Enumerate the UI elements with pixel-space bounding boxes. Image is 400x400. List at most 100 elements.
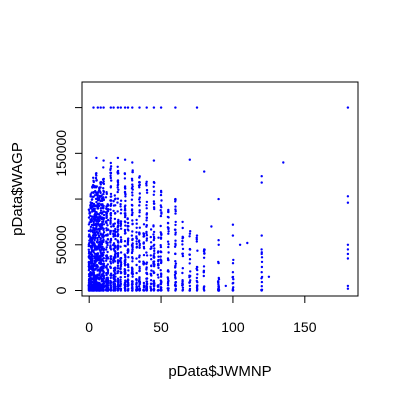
data-point (87, 208, 91, 211)
data-point (130, 198, 134, 201)
data-point (231, 271, 235, 274)
data-point (135, 222, 138, 225)
data-point (102, 166, 105, 169)
data-point (138, 282, 141, 285)
data-point (159, 214, 163, 218)
data-point (152, 233, 155, 236)
data-point (99, 215, 102, 218)
data-point (105, 227, 108, 230)
data-point (131, 191, 134, 194)
data-point (109, 216, 113, 220)
data-point (138, 232, 141, 235)
data-point (126, 106, 130, 109)
data-point (100, 222, 104, 226)
data-point (102, 187, 105, 190)
data-point (113, 233, 117, 236)
data-point (127, 283, 130, 286)
data-point (131, 250, 134, 253)
data-point (99, 244, 102, 248)
data-point (346, 287, 350, 290)
data-point (116, 197, 120, 200)
data-point (153, 284, 156, 287)
data-point (174, 264, 177, 267)
data-point (100, 248, 103, 251)
data-point (166, 215, 170, 219)
data-point (159, 231, 162, 234)
data-point (119, 220, 122, 223)
data-point (138, 289, 141, 292)
data-point (119, 106, 123, 109)
data-point (195, 279, 198, 283)
data-point (109, 284, 112, 287)
data-point (114, 260, 117, 263)
data-point (87, 269, 91, 272)
data-point (149, 272, 152, 275)
data-point (145, 251, 148, 254)
data-point (116, 244, 120, 248)
data-point (109, 106, 113, 109)
data-point (123, 220, 127, 223)
data-point (189, 270, 192, 273)
data-point (166, 240, 170, 243)
data-point (126, 241, 130, 244)
data-point (92, 180, 96, 184)
data-point (145, 285, 148, 288)
data-point (113, 275, 117, 278)
data-point (138, 200, 141, 204)
data-point (120, 238, 123, 241)
y-tick-label: 150000 (53, 130, 69, 177)
data-point (138, 186, 141, 189)
data-point (167, 210, 170, 213)
data-point (217, 280, 220, 284)
data-point (217, 283, 220, 286)
data-point (131, 275, 134, 278)
data-point (110, 225, 113, 228)
data-point (102, 213, 106, 217)
data-point (167, 279, 170, 283)
data-point (260, 260, 264, 264)
data-point (217, 285, 220, 288)
data-point (92, 176, 95, 179)
data-point (145, 191, 149, 194)
data-point (160, 206, 163, 209)
data-point (114, 287, 117, 290)
data-point (116, 201, 119, 204)
data-point (119, 280, 122, 284)
data-point (109, 239, 113, 242)
data-point (131, 161, 134, 164)
data-point (102, 192, 105, 196)
data-point (138, 260, 141, 263)
data-point (94, 176, 98, 180)
data-point (109, 204, 112, 208)
data-point (123, 281, 127, 284)
data-point (145, 280, 149, 283)
data-point (181, 271, 184, 275)
data-point (203, 252, 206, 255)
data-point (160, 280, 163, 283)
data-point (174, 200, 177, 203)
data-point (149, 254, 152, 257)
data-point (102, 240, 105, 244)
data-point (124, 195, 127, 198)
data-point (95, 172, 98, 175)
data-point (174, 283, 177, 286)
data-point (104, 196, 108, 199)
data-point (135, 218, 138, 222)
data-point (116, 156, 120, 160)
data-point (202, 256, 206, 259)
data-point (90, 253, 94, 256)
data-point (119, 245, 122, 248)
data-point (153, 202, 156, 205)
data-point (124, 199, 127, 203)
data-point (116, 224, 120, 227)
data-point (127, 278, 130, 282)
data-point (159, 237, 163, 240)
data-point (109, 260, 112, 263)
data-point (114, 272, 117, 275)
data-point (123, 177, 127, 180)
data-point (137, 285, 141, 288)
data-point (106, 241, 109, 244)
data-point (166, 226, 170, 229)
data-point (109, 272, 113, 275)
data-point (93, 194, 97, 197)
